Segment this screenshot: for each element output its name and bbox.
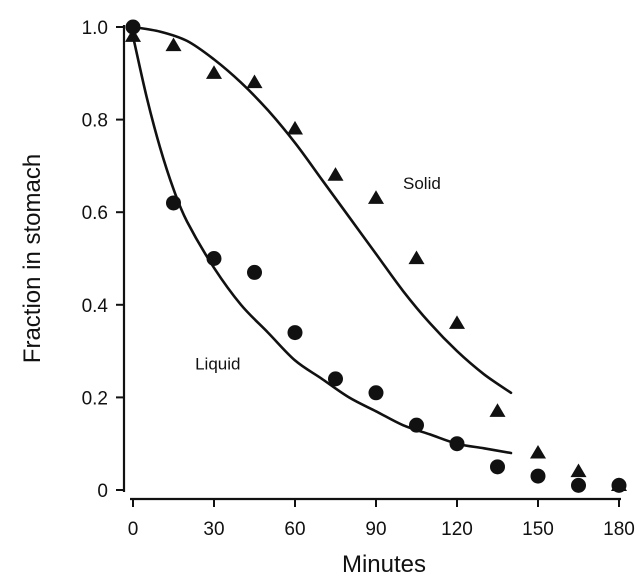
solid-data-point	[165, 37, 182, 52]
liquid-data-point	[611, 477, 627, 493]
liquid-data-point	[287, 325, 303, 341]
y-tick-label: 0	[97, 481, 108, 502]
x-tick-label: 180	[603, 519, 635, 540]
x-tick-label: 30	[203, 519, 224, 540]
x-tick-label: 150	[522, 519, 554, 540]
liquid-data-point	[490, 459, 505, 475]
solid-data-point	[368, 190, 384, 204]
solid-data-point	[570, 463, 587, 478]
liquid-data-point	[571, 477, 586, 493]
liquid-data-point	[368, 385, 384, 401]
y-tick-label: 1.0	[82, 18, 108, 39]
solid-data-point	[489, 403, 506, 417]
axes	[122, 25, 621, 501]
solid-data-point	[125, 28, 141, 42]
solid-data-point	[327, 167, 344, 181]
solid-data-point	[206, 65, 222, 79]
solid-data-point	[246, 74, 263, 89]
liquid-data-point	[125, 19, 141, 35]
fit-lines	[131, 25, 513, 455]
y-axis-ticks: 0 0.2 0.4 0.6 0.8 1.0	[82, 18, 124, 502]
solid-label: Solid	[403, 174, 441, 193]
liquid-data-point	[449, 436, 465, 452]
x-tick-label: 90	[365, 519, 386, 540]
solid-data-point	[530, 444, 546, 459]
y-tick-label: 0.4	[82, 296, 109, 317]
x-axis-ticks: 0 30 60 90 120 150 180	[128, 499, 635, 540]
x-tick-label: 60	[284, 519, 305, 540]
x-tick-label: 0	[128, 519, 139, 540]
liquid-data-point	[206, 251, 222, 266]
liquid-data-point	[409, 417, 424, 433]
data-markers	[125, 19, 627, 493]
solid-fit-line	[131, 25, 513, 395]
liquid-fit-line	[131, 35, 513, 455]
y-tick-label: 0.2	[82, 388, 108, 409]
liquid-data-point	[530, 468, 546, 484]
solid-data-point	[449, 315, 465, 329]
x-axis-title: Minutes	[342, 551, 426, 578]
x-tick-label: 120	[441, 519, 473, 540]
solid-data-point	[408, 250, 425, 265]
solid-data-point	[287, 120, 303, 135]
y-tick-label: 0.6	[82, 203, 108, 224]
y-axis-title: Fraction in stomach	[19, 154, 46, 363]
y-tick-label: 0.8	[82, 111, 108, 132]
annotations: Solid Liquid	[195, 174, 441, 374]
liquid-data-point	[328, 371, 343, 387]
liquid-data-point	[247, 264, 262, 280]
liquid-data-point	[166, 195, 181, 211]
liquid-label: Liquid	[195, 355, 240, 374]
